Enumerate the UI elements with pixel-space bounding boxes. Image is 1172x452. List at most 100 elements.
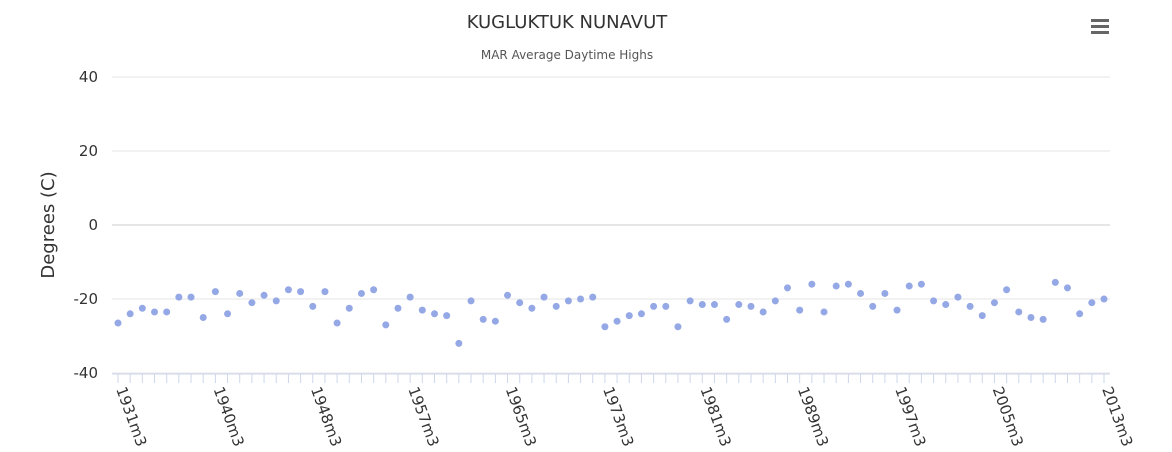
point xyxy=(297,288,305,296)
point xyxy=(406,293,414,301)
x-tick-label: 1957m3 xyxy=(404,384,442,449)
point xyxy=(625,312,633,320)
point xyxy=(893,306,901,314)
point xyxy=(321,288,329,296)
point xyxy=(759,308,767,316)
y-tick-label: 20 xyxy=(79,142,98,160)
point xyxy=(650,302,658,310)
point xyxy=(309,302,317,310)
point xyxy=(577,295,585,303)
point xyxy=(138,304,146,312)
point xyxy=(272,297,280,305)
point xyxy=(455,339,463,347)
y-tick-label: 40 xyxy=(79,68,98,86)
point xyxy=(126,310,134,318)
point xyxy=(224,310,232,318)
point xyxy=(698,301,706,309)
point xyxy=(528,304,536,312)
point xyxy=(942,301,950,309)
point xyxy=(832,282,840,290)
point xyxy=(430,310,438,318)
point xyxy=(978,312,986,320)
point xyxy=(905,282,913,290)
point xyxy=(248,299,256,307)
x-tick-label: 1981m3 xyxy=(697,384,735,449)
point xyxy=(857,289,865,297)
point xyxy=(1051,278,1059,286)
point xyxy=(723,315,731,323)
x-tick-label: 1948m3 xyxy=(307,384,345,449)
point xyxy=(333,319,341,327)
point xyxy=(820,308,828,316)
point xyxy=(504,291,512,299)
point xyxy=(954,293,962,301)
point xyxy=(589,293,597,301)
x-tick-label: 2005m3 xyxy=(989,384,1027,449)
x-tick-label: 1940m3 xyxy=(210,384,248,449)
point xyxy=(199,314,207,321)
point xyxy=(637,310,645,318)
point xyxy=(516,299,524,307)
y-tick-label: -40 xyxy=(74,364,99,382)
point xyxy=(552,302,560,310)
point xyxy=(686,297,694,305)
y-axis-title: Degrees (C) xyxy=(38,171,59,278)
point xyxy=(357,289,365,297)
point xyxy=(370,286,378,294)
point xyxy=(771,297,779,305)
point xyxy=(930,297,938,305)
menu-button[interactable] xyxy=(1091,19,1109,34)
point xyxy=(990,299,998,307)
chart-title: KUGLUKTUK NUNAVUT xyxy=(467,12,669,33)
x-tick-label: 1997m3 xyxy=(891,384,929,449)
y-tick-label: -20 xyxy=(74,290,99,308)
point xyxy=(784,284,792,292)
x-tick-label: 2013m3 xyxy=(1098,384,1136,449)
x-tick-label: 1989m3 xyxy=(794,384,832,449)
y-tick-label: 0 xyxy=(88,216,98,234)
point xyxy=(601,323,609,331)
point xyxy=(735,301,743,309)
point xyxy=(491,317,499,325)
point xyxy=(808,280,816,288)
menu-bar xyxy=(1091,31,1109,34)
point xyxy=(114,319,122,327)
point xyxy=(674,323,682,331)
point xyxy=(479,315,487,323)
point xyxy=(284,286,292,294)
point xyxy=(418,306,426,314)
point xyxy=(175,293,183,301)
point xyxy=(747,302,755,310)
point xyxy=(869,302,877,310)
x-tick-label: 1973m3 xyxy=(599,384,637,449)
point xyxy=(443,312,451,320)
point xyxy=(187,293,195,301)
point xyxy=(1088,299,1096,307)
point xyxy=(211,288,219,296)
x-tick-label: 1931m3 xyxy=(112,384,150,449)
point xyxy=(394,304,402,312)
point xyxy=(1039,315,1047,323)
point xyxy=(881,289,889,297)
point xyxy=(1076,310,1084,318)
point xyxy=(1027,314,1035,321)
point xyxy=(163,308,171,316)
point xyxy=(345,304,353,312)
point xyxy=(467,297,475,305)
point xyxy=(844,280,852,288)
point xyxy=(1015,308,1023,316)
point xyxy=(917,280,925,288)
point xyxy=(613,317,621,325)
point xyxy=(564,297,572,305)
point xyxy=(382,321,390,329)
point xyxy=(710,301,718,309)
point xyxy=(966,302,974,310)
point xyxy=(1003,286,1011,294)
chart-subtitle: MAR Average Daytime Highs xyxy=(481,48,653,62)
x-tick-label: 1965m3 xyxy=(502,384,540,449)
point xyxy=(796,306,804,314)
point xyxy=(662,302,670,310)
point xyxy=(1100,295,1108,303)
point xyxy=(151,308,159,316)
